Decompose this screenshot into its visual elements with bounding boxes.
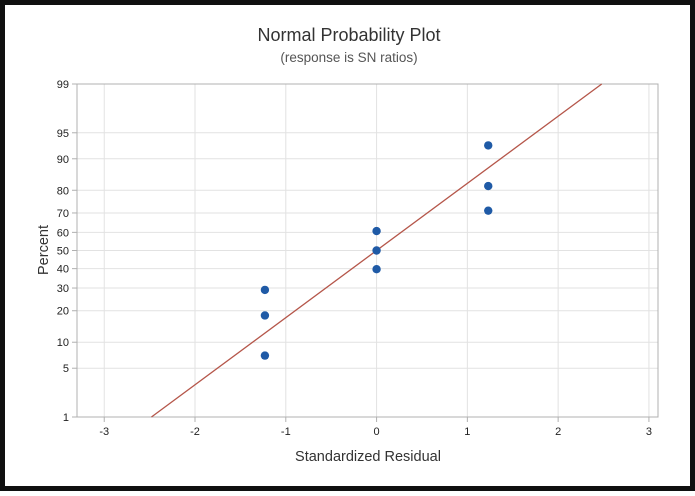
data-point xyxy=(372,226,381,236)
y-tick-label: 80 xyxy=(57,185,69,197)
data-point xyxy=(484,141,493,150)
y-tick-label: 70 xyxy=(57,208,69,220)
y-axis-label: Percent xyxy=(36,225,52,275)
y-tick-label: 1 xyxy=(63,412,69,424)
data-point xyxy=(484,181,493,191)
axis-ticks: -3 -2 -1 0 1 2 3 1 5 10 20 30 40 50 60 70 80 90 95 99 xyxy=(57,79,652,438)
y-tick-label: 5 xyxy=(63,363,69,375)
y-tick-label: 20 xyxy=(57,306,69,318)
data-point xyxy=(260,311,270,320)
y-tick-label: 90 xyxy=(57,154,69,166)
grid-lines xyxy=(77,83,658,418)
x-tick-label: -1 xyxy=(281,426,291,438)
x-tick-label: 0 xyxy=(374,426,380,438)
x-tick-label: -3 xyxy=(99,426,109,438)
y-tick-label: 10 xyxy=(57,337,69,349)
y-tick-label: 95 xyxy=(57,128,69,140)
data-point xyxy=(260,285,270,295)
x-axis-label: Standardized Residual xyxy=(295,449,441,465)
x-tick-label: 2 xyxy=(555,426,561,438)
y-tick-label: 60 xyxy=(57,227,69,239)
x-tick-label: 3 xyxy=(646,426,652,438)
normal-probability-plot: Normal Probability Plot (response is SN … xyxy=(36,25,659,465)
data-points xyxy=(260,141,493,360)
data-point xyxy=(484,206,493,215)
y-tick-label: 30 xyxy=(57,283,69,295)
y-tick-label: 99 xyxy=(57,79,69,91)
chart-subtitle: (response is SN ratios) xyxy=(280,50,417,65)
data-point xyxy=(372,264,381,274)
y-tick-label: 50 xyxy=(57,246,69,258)
y-tick-label: 40 xyxy=(57,264,69,276)
data-point xyxy=(372,246,381,255)
x-tick-label: -2 xyxy=(190,426,200,438)
x-tick-label: 1 xyxy=(464,426,470,438)
chart-title: Normal Probability Plot xyxy=(257,25,440,45)
data-point xyxy=(260,351,270,360)
